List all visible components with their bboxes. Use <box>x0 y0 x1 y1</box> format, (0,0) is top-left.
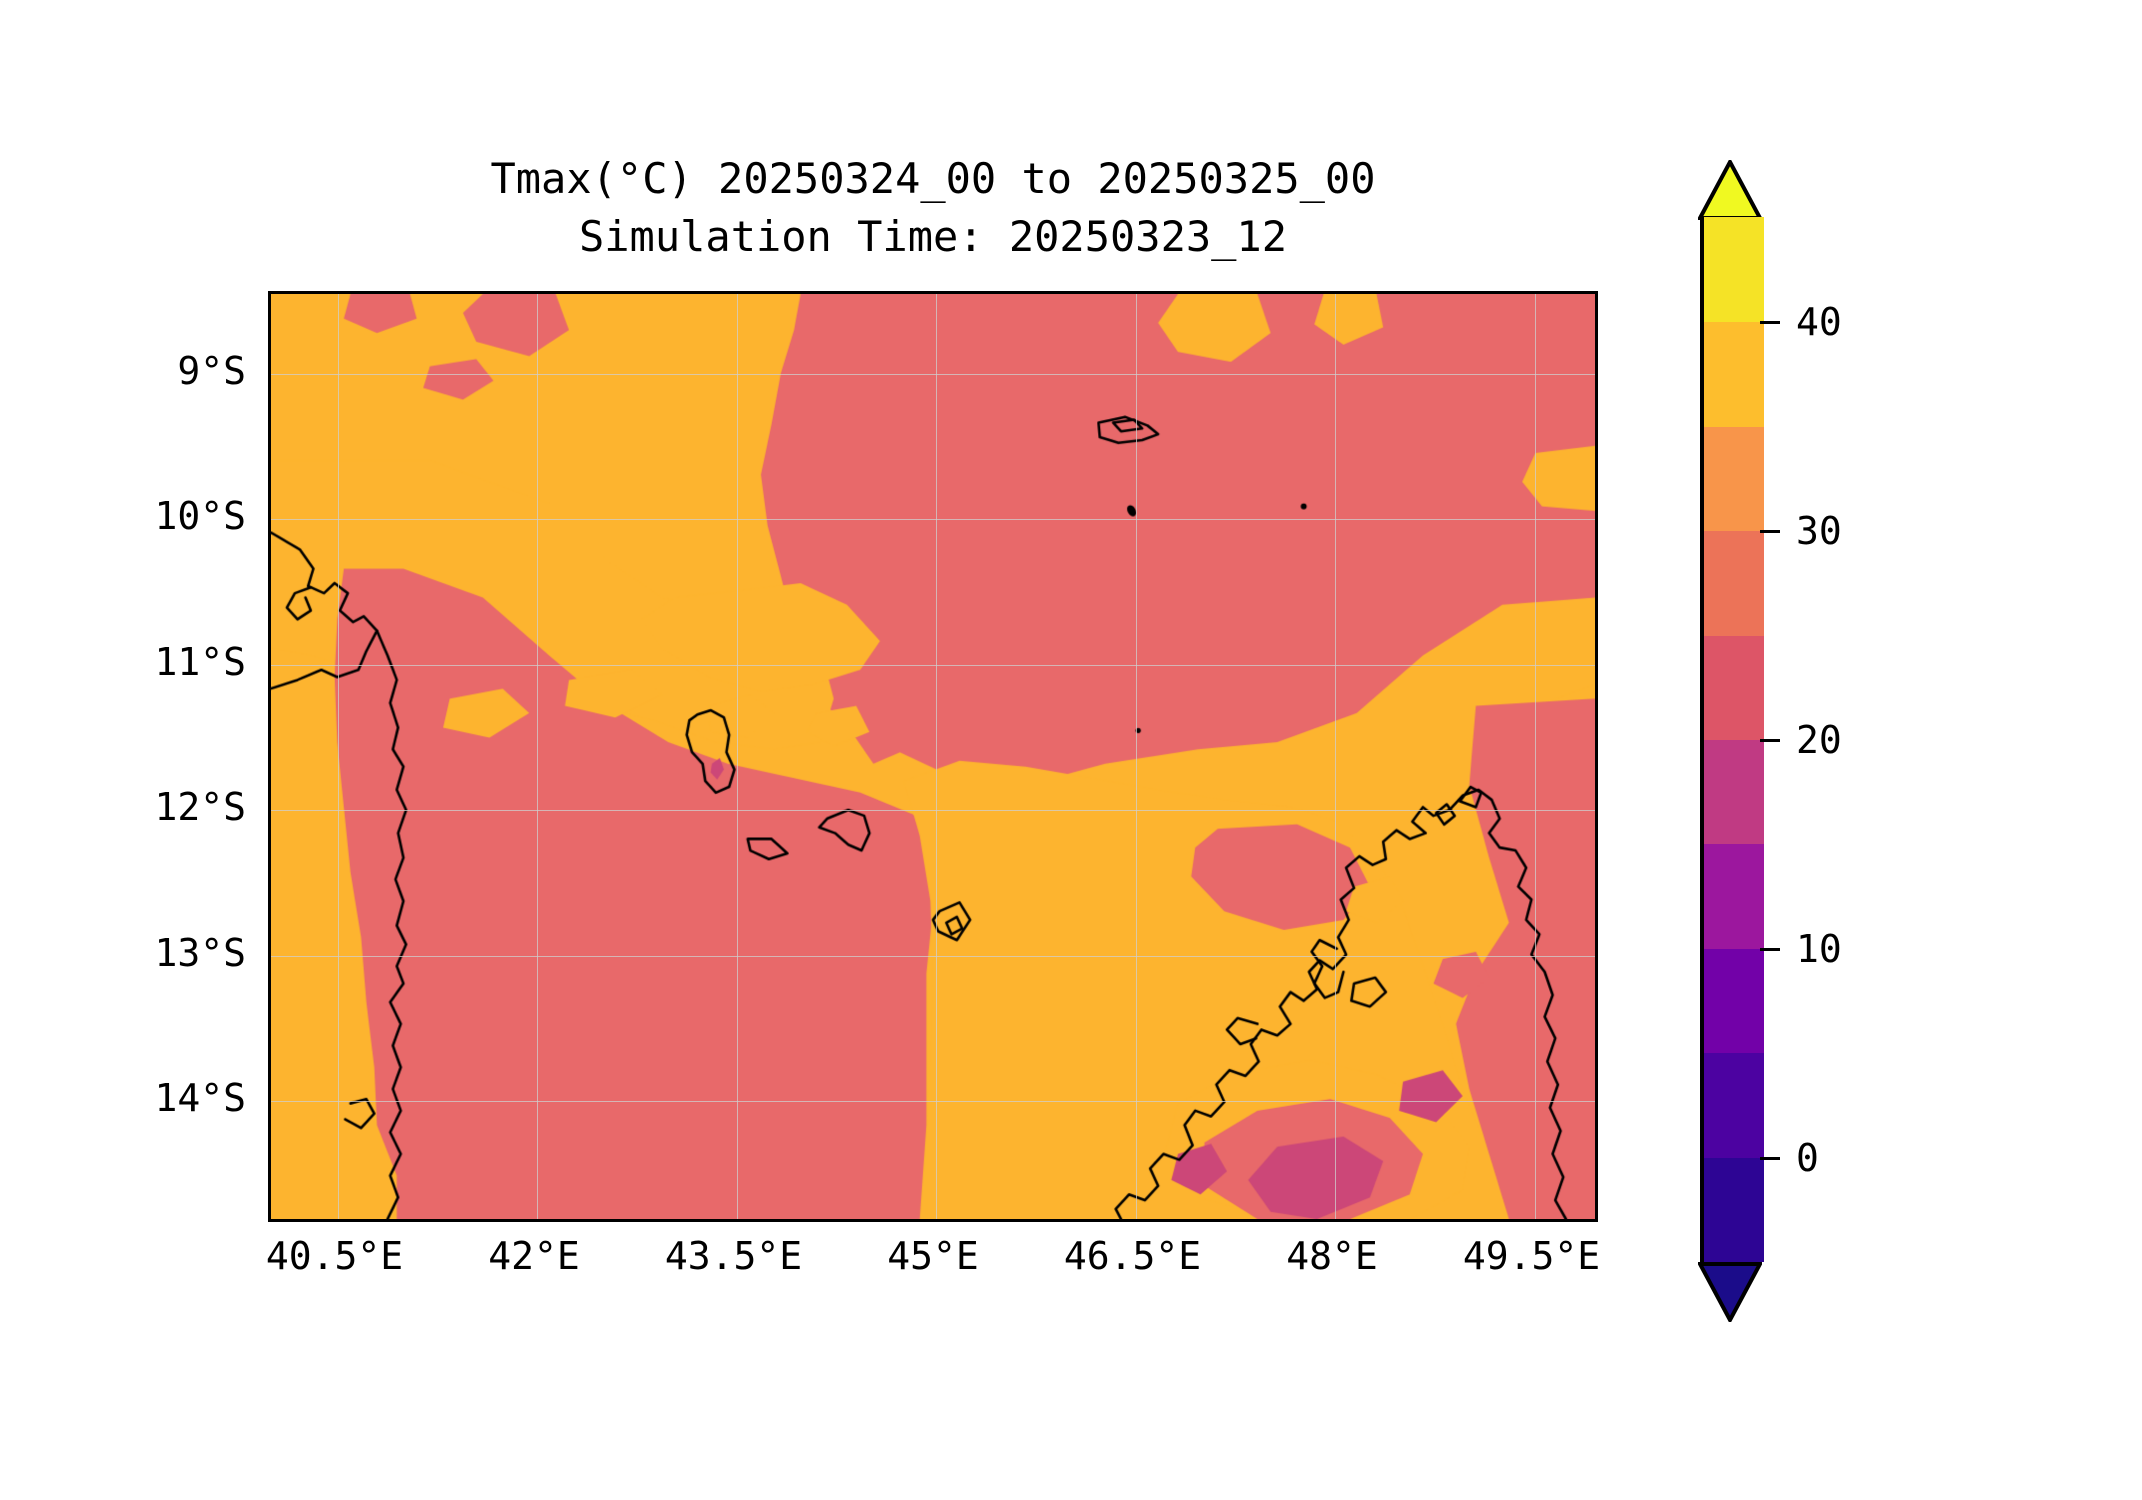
x-tick-label: 42°E <box>488 1234 580 1278</box>
gridline-vertical <box>337 294 339 1219</box>
colorbar-tick-label: 20 <box>1796 718 1842 762</box>
colorbar-band <box>1704 948 1764 1054</box>
colorbar-tick-label: 10 <box>1796 926 1842 971</box>
x-tick-label: 40.5°E <box>265 1234 404 1278</box>
colorbar-tick <box>1760 530 1780 534</box>
gridline-horizontal <box>271 1101 1595 1103</box>
gridline-vertical <box>537 294 538 1219</box>
map-axes <box>268 291 1598 1222</box>
colorbar-band <box>1704 843 1764 949</box>
gridline-vertical <box>1135 294 1137 1219</box>
gridline-horizontal <box>271 810 1595 812</box>
colorbar-band <box>1704 217 1764 323</box>
x-tick-label: 48°E <box>1286 1234 1378 1278</box>
colorbar-tick <box>1760 321 1780 325</box>
colorbar-under-arrow <box>1698 1262 1762 1322</box>
temperature-contour-field <box>271 294 1595 1219</box>
y-tick-label: 11°S <box>154 639 246 684</box>
y-tick-label: 13°S <box>154 930 246 975</box>
gridline-horizontal <box>271 955 1595 957</box>
gridline-horizontal <box>271 374 1595 375</box>
gridline-horizontal <box>271 519 1595 521</box>
colorbar-tick <box>1760 1156 1780 1160</box>
gridline-vertical <box>936 294 937 1219</box>
gridline-vertical <box>1534 294 1536 1219</box>
colorbar-band <box>1704 739 1764 845</box>
colorbar: 0 10 20 30 40 <box>1698 160 1842 1322</box>
colorbar-tick <box>1760 739 1780 742</box>
x-tick-label: 45°E <box>887 1234 979 1278</box>
x-tick-label: 49.5°E <box>1462 1234 1601 1278</box>
colorbar-band <box>1704 635 1764 740</box>
x-tick-label: 46.5°E <box>1063 1234 1202 1278</box>
colorbar-band <box>1704 530 1764 636</box>
colorbar-tick <box>1760 947 1780 951</box>
colorbar-tick-label: 40 <box>1796 300 1842 345</box>
colorbar-band <box>1704 1052 1764 1158</box>
chart-title: Tmax(°C) 20250324_00 to 20250325_00 Simu… <box>268 150 1598 266</box>
title-line-1: Tmax(°C) 20250324_00 to 20250325_00 <box>490 154 1376 203</box>
x-tick-label: 43.5°E <box>664 1234 803 1278</box>
y-tick-label: 14°S <box>154 1076 246 1121</box>
colorbar-band <box>1704 426 1764 532</box>
y-tick-label: 12°S <box>154 785 246 830</box>
colorbar-band <box>1704 321 1764 427</box>
gridline-horizontal <box>271 664 1595 666</box>
y-tick-label: 10°S <box>154 494 246 539</box>
colorbar-band <box>1704 1157 1764 1262</box>
colorbar-tick-label: 0 <box>1796 1135 1819 1180</box>
gridline-vertical <box>1335 294 1336 1219</box>
colorbar-bands <box>1700 217 1764 1262</box>
colorbar-tick-label: 30 <box>1796 509 1842 554</box>
y-tick-label: 9°S <box>177 349 246 393</box>
title-line-2: Simulation Time: 20250323_12 <box>578 212 1287 261</box>
colorbar-over-arrow <box>1698 160 1762 220</box>
gridline-vertical <box>736 294 738 1219</box>
